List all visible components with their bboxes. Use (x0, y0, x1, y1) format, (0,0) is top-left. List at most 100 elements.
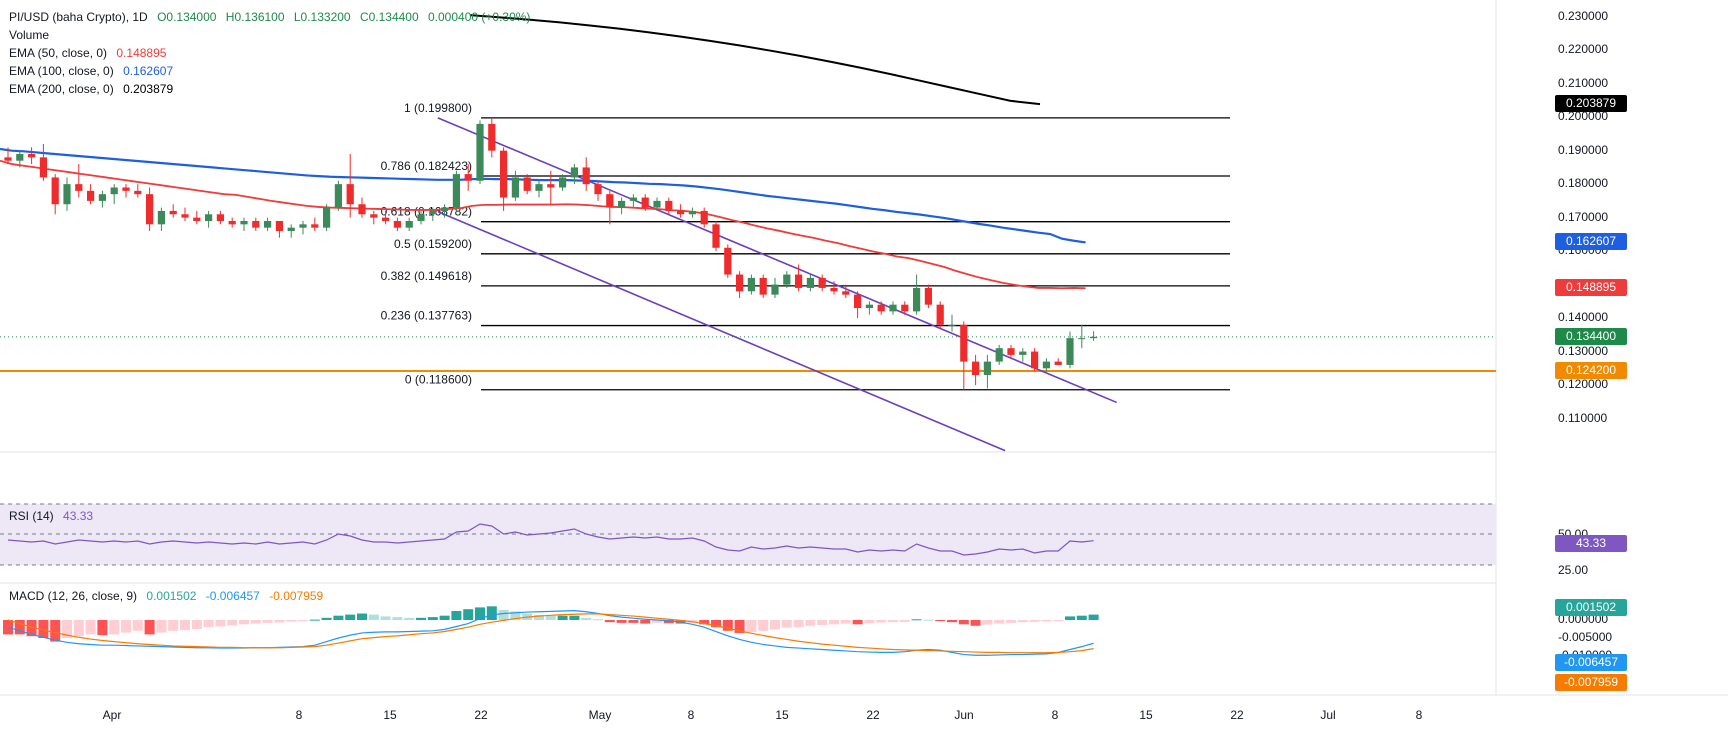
candle-body (854, 294, 862, 309)
volume-label: Volume (9, 28, 50, 42)
macd-histogram-bar (144, 620, 155, 635)
ema100-legend[interactable]: EMA (100, close, 0) 0.162607 (9, 62, 173, 80)
macd-histogram-bar (1006, 620, 1016, 623)
macd-histogram-bar (581, 617, 592, 620)
candle-body (1007, 348, 1015, 355)
candle-body (275, 220, 283, 232)
macd-histogram-bar (250, 620, 261, 624)
macd-histogram-bar (557, 615, 568, 620)
candle-body (535, 184, 543, 191)
macd-histogram-bar (97, 620, 108, 636)
macd-legend[interactable]: MACD (12, 26, close, 9) 0.001502 -0.0064… (9, 589, 329, 603)
candle-body (724, 247, 732, 275)
price-tag: 0.162607 (1555, 233, 1627, 251)
macd-histogram-bar (62, 620, 72, 638)
candle-body (783, 274, 791, 285)
ohlc-open: O0.134000 (157, 10, 217, 24)
price-tick-label: 0.140000 (1558, 310, 1609, 325)
candle-body (110, 187, 118, 195)
macd-histogram-bar (262, 620, 273, 623)
candle-body (936, 304, 944, 325)
macd-histogram-bar (50, 620, 61, 642)
candle-body (818, 277, 826, 288)
time-tick-label: 8 (295, 708, 303, 722)
candle-body (228, 220, 236, 225)
candle-body (122, 187, 130, 191)
time-tick-label: Jun (954, 708, 974, 722)
candle-body (169, 210, 177, 215)
rsi-label: RSI (14) (9, 509, 54, 523)
price-tick-label: 0.120000 (1558, 377, 1609, 392)
macd-histogram-bar (427, 617, 438, 620)
candle-body (523, 177, 531, 191)
candle-body (1078, 338, 1086, 340)
candle-body (382, 217, 390, 221)
macd-histogram-bar (26, 620, 37, 637)
ema200-legend[interactable]: EMA (200, close, 0) 0.203879 (9, 80, 173, 98)
macd-histogram-bar (640, 620, 651, 624)
fib-level-label: 0.382 (0.149618) (381, 269, 472, 283)
candle-body (1019, 351, 1027, 355)
ema200-label: EMA (200, close, 0) (9, 82, 114, 96)
candle-body (511, 177, 519, 198)
ema200-value: 0.203879 (123, 82, 174, 96)
ema100-value: 0.162607 (123, 64, 174, 78)
price-tick-label: 0.130000 (1558, 343, 1609, 358)
macd-histogram-bar (416, 617, 426, 620)
candle-body (972, 361, 980, 375)
macd-histogram-bar (357, 613, 367, 620)
macd-histogram-bar (85, 620, 96, 635)
macd-histogram-bar (711, 620, 721, 628)
macd-histogram-bar (191, 620, 202, 629)
candle-body (913, 287, 921, 312)
macd-histogram-bar (227, 620, 238, 626)
macd-histogram-bar (593, 619, 603, 621)
ema50-line (0, 159, 1086, 290)
fib-level-label: 0.786 (0.182423) (381, 159, 472, 173)
rsi-value: 43.33 (63, 509, 94, 523)
candle-body (594, 184, 602, 195)
candle-body (842, 291, 850, 295)
volume-legend[interactable]: Volume (9, 26, 49, 44)
candle-body (559, 177, 567, 188)
symbol-title[interactable]: PI/USD (baha Crypto), 1D (9, 10, 148, 24)
candle-body (606, 194, 614, 208)
rsi-legend[interactable]: RSI (14) 43.33 (9, 509, 99, 523)
fib-level-label: 0.236 (0.137763) (381, 309, 472, 323)
price-tick-label: 0.170000 (1558, 209, 1609, 224)
time-tick-label: 15 (1139, 708, 1153, 722)
candle-body (264, 220, 272, 228)
candle-body (334, 184, 342, 208)
ohlc-low: L0.133200 (293, 10, 351, 24)
macd-histogram-bar (652, 620, 662, 623)
macd-histogram-bar (168, 620, 179, 631)
candle-body (452, 174, 460, 208)
macd-histogram-bar (805, 620, 816, 626)
ema50-legend[interactable]: EMA (50, close, 0) 0.148895 (9, 44, 166, 62)
macd-histogram-bar (1088, 614, 1099, 620)
macd-histogram-bar (970, 620, 981, 626)
candle-body (98, 194, 106, 201)
macd-histogram-bar (982, 620, 993, 625)
macd-histogram-bar (109, 620, 120, 635)
ema100-label: EMA (100, close, 0) (9, 64, 114, 78)
candle-body (1090, 336, 1098, 339)
candle-body (641, 197, 649, 208)
macd-tick-label: -0.005000 (1558, 630, 1613, 644)
price-tag: 0.148895 (1555, 279, 1627, 297)
candle-body (547, 184, 555, 188)
symbol-legend: PI/USD (baha Crypto), 1D O0.134000 H0.13… (9, 8, 530, 26)
candle-body (618, 200, 626, 208)
candle-body (1066, 338, 1074, 365)
candle-body (181, 214, 189, 218)
macd-histogram-bar (722, 620, 733, 631)
candle-body (736, 274, 744, 292)
candle-body (346, 184, 354, 205)
fib-level-label: 1 (0.199800) (404, 101, 472, 115)
price-tick-label: 0.110000 (1558, 410, 1608, 425)
macd-histogram-bar (14, 620, 25, 635)
macd-histogram-bar (699, 620, 710, 625)
candle-body (830, 287, 838, 292)
ohlc-close: C0.134400 (359, 10, 419, 24)
